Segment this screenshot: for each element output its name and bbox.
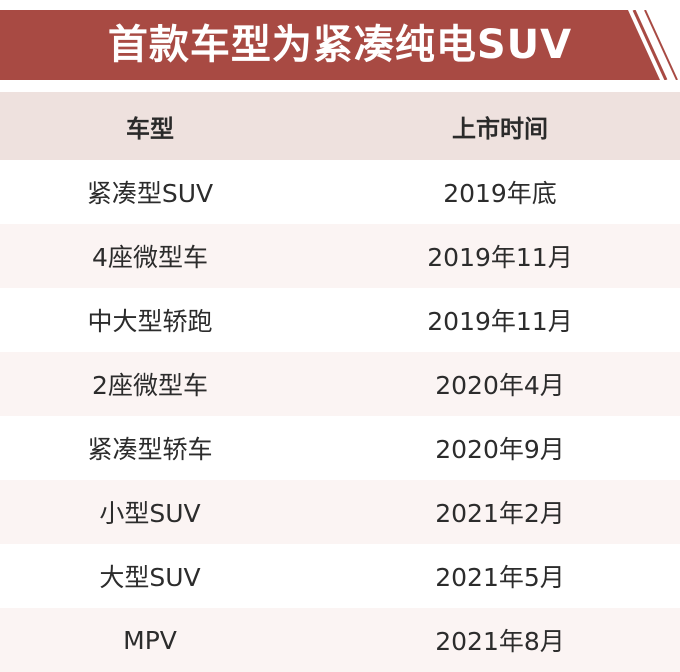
cell-launch: 2021年8月 xyxy=(435,627,565,656)
table-row: 大型SUV 2021年5月 xyxy=(0,544,680,608)
table-row: 紧凑型轿车 2020年9月 xyxy=(0,416,680,480)
table-row: 小型SUV 2021年2月 xyxy=(0,480,680,544)
title-banner: 首款车型为紧凑纯电SUV xyxy=(0,10,680,80)
cell-model: 大型SUV xyxy=(99,563,201,592)
cell-launch: 2019年11月 xyxy=(427,307,573,336)
cell-launch: 2021年5月 xyxy=(435,563,565,592)
cell-launch: 2019年底 xyxy=(443,179,557,208)
cell-launch: 2021年2月 xyxy=(435,499,565,528)
table-row: 紧凑型SUV 2019年底 xyxy=(0,160,680,224)
cell-model: 中大型轿跑 xyxy=(87,307,213,336)
cell-launch: 2019年11月 xyxy=(427,243,573,272)
cell-model: 2座微型车 xyxy=(92,371,208,400)
header-model: 车型 xyxy=(126,114,174,143)
cell-model: 小型SUV xyxy=(99,499,201,528)
launch-table: 车型 上市时间 紧凑型SUV 2019年底 4座微型车 2019年11月 中大型… xyxy=(0,92,680,672)
table-row: 2座微型车 2020年4月 xyxy=(0,352,680,416)
banner-shape xyxy=(0,10,678,80)
table-row: 中大型轿跑 2019年11月 xyxy=(0,288,680,352)
table-header: 车型 上市时间 xyxy=(0,92,680,160)
cell-model: 紧凑型SUV xyxy=(86,179,214,208)
table-row: 4座微型车 2019年11月 xyxy=(0,224,680,288)
cell-launch: 2020年9月 xyxy=(435,435,565,464)
page-title: 首款车型为紧凑纯电SUV xyxy=(107,22,573,68)
cell-model: MPV xyxy=(123,625,177,655)
cell-model: 4座微型车 xyxy=(92,243,208,272)
header-launch: 上市时间 xyxy=(452,114,548,143)
cell-model: 紧凑型轿车 xyxy=(87,435,213,464)
cell-launch: 2020年4月 xyxy=(435,371,565,400)
table-row: MPV 2021年8月 xyxy=(0,608,680,672)
